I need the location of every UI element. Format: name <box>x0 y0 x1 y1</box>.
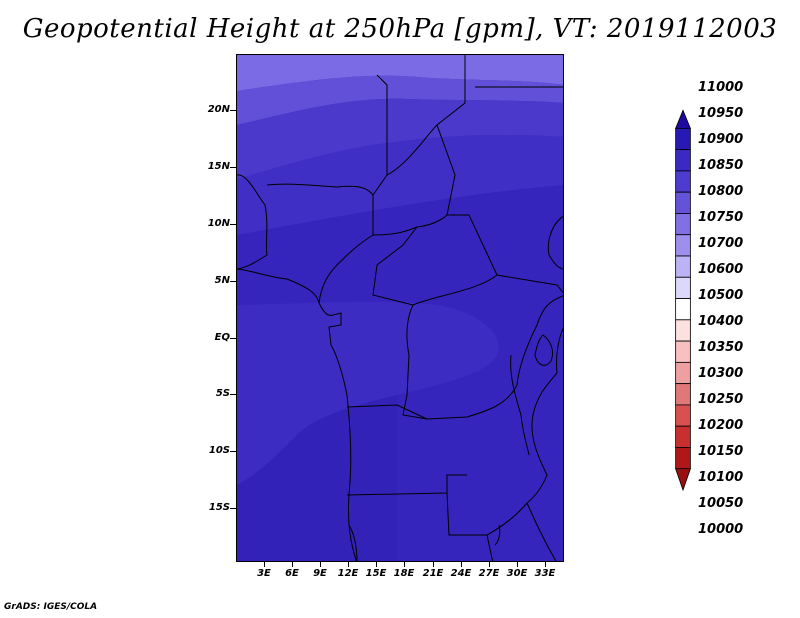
colorbar-label: 10000 <box>698 522 744 537</box>
lat-label: 20N <box>207 104 230 115</box>
lon-label: 18E <box>393 568 415 579</box>
lon-label: 3E <box>257 568 271 579</box>
colorbar-label: 10600 <box>698 262 744 277</box>
lon-label: 30E <box>506 568 528 579</box>
lat-label: 10N <box>207 218 230 229</box>
colorbar-cell <box>675 447 691 470</box>
lon-label: 21E <box>422 568 444 579</box>
colorbar-cell <box>675 361 691 385</box>
colorbar-label: 10200 <box>698 418 744 433</box>
colorbar-cell <box>675 404 691 427</box>
lat-label: 15N <box>207 161 230 172</box>
map-svg <box>237 55 563 561</box>
colorbar-cell <box>675 298 691 321</box>
lake-outlines <box>494 334 554 546</box>
colorbar-label: 10850 <box>698 158 744 173</box>
map-panel <box>236 54 564 562</box>
lat-tick <box>230 110 236 111</box>
colorbar-label: 10300 <box>698 366 744 381</box>
lat-label: 5S <box>215 388 230 399</box>
colorbar-cell <box>675 191 691 214</box>
colorbar-label: 10950 <box>698 106 744 121</box>
field-band-south <box>237 395 397 561</box>
lon-tick <box>348 562 349 567</box>
colorbar-cell <box>675 425 691 448</box>
colorbar-cell <box>675 319 691 342</box>
footer-credit: GrADS: IGES/COLA <box>4 602 98 612</box>
colorbar-cell <box>675 383 691 406</box>
field-band-tropical <box>237 301 499 485</box>
lon-label: 6E <box>285 568 299 579</box>
colorbar-label: 10800 <box>698 184 744 199</box>
lon-tick <box>264 562 265 567</box>
colorbar-label: 10900 <box>698 132 744 147</box>
lat-tick <box>230 508 236 509</box>
colorbar-label: 10050 <box>698 496 744 511</box>
lon-tick <box>433 562 434 567</box>
lat-tick <box>230 224 236 225</box>
colorbar-label: 10750 <box>698 210 744 225</box>
colorbar-label: 10500 <box>698 288 744 303</box>
lon-label: 24E <box>450 568 472 579</box>
field-band-10900a <box>237 135 563 235</box>
lon-label: 12E <box>337 568 359 579</box>
colorbar-cell <box>675 234 691 257</box>
colorbar-label: 10100 <box>698 470 744 485</box>
colorbar-top-arrow <box>675 109 691 129</box>
chart-title: Geopotential Height at 250hPa [gpm], VT:… <box>22 14 778 44</box>
field-band-10850 <box>237 98 563 179</box>
lon-tick <box>489 562 490 567</box>
lon-label: 27E <box>478 568 500 579</box>
lon-tick <box>376 562 377 567</box>
field-band-10800 <box>237 75 563 125</box>
lat-tick <box>230 451 236 452</box>
colorbar-label: 10150 <box>698 444 744 459</box>
lon-tick <box>320 562 321 567</box>
lon-label: 33E <box>534 568 556 579</box>
colorbar-label: 10250 <box>698 392 744 407</box>
lon-tick <box>517 562 518 567</box>
lon-tick <box>545 562 546 567</box>
lat-tick <box>230 394 236 395</box>
colorbar <box>675 109 691 492</box>
colorbar-cell <box>675 340 691 363</box>
colorbar-cell <box>675 170 691 193</box>
lon-tick <box>292 562 293 567</box>
country-borders <box>237 55 563 561</box>
lat-label: EQ <box>214 332 230 343</box>
lat-tick <box>230 281 236 282</box>
colorbar-bottom-arrow <box>675 468 691 492</box>
colorbar-label: 10400 <box>698 314 744 329</box>
lat-tick <box>230 338 236 339</box>
lon-label: 9E <box>313 568 327 579</box>
lon-tick <box>404 562 405 567</box>
colorbar-cell <box>675 149 691 172</box>
colorbar-cell <box>675 276 691 299</box>
field-band-10750 <box>237 55 563 91</box>
colorbar-cell <box>675 255 691 278</box>
lat-label: 5N <box>214 275 230 286</box>
lon-tick <box>461 562 462 567</box>
lat-label: 10S <box>208 445 230 456</box>
lon-label: 15E <box>365 568 387 579</box>
lat-tick <box>230 167 236 168</box>
colorbar-cell <box>675 127 691 151</box>
colorbar-label: 11000 <box>698 80 744 95</box>
lat-label: 15S <box>208 502 230 513</box>
colorbar-cell <box>675 213 691 236</box>
colorbar-label: 10350 <box>698 340 744 355</box>
colorbar-label: 10700 <box>698 236 744 251</box>
